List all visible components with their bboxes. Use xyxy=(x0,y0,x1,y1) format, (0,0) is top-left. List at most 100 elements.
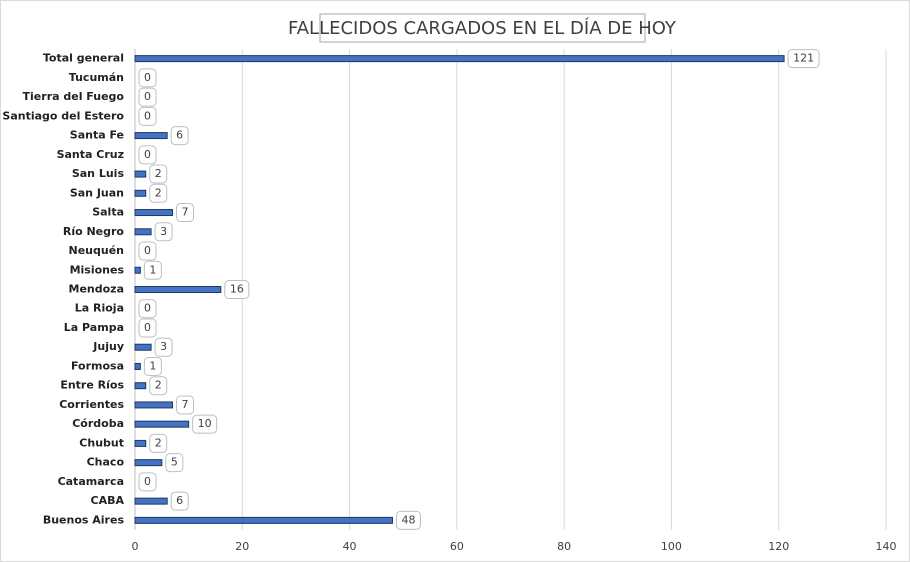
data-label-box xyxy=(143,356,162,376)
data-label-box xyxy=(154,222,173,242)
bar xyxy=(134,362,141,370)
y-tick-label: La Rioja xyxy=(75,302,124,315)
data-label-box xyxy=(149,433,168,453)
bar xyxy=(134,266,141,274)
data-label-text: 6 xyxy=(176,129,183,142)
data-label: 3 xyxy=(154,337,173,357)
data-label-text: 7 xyxy=(182,206,189,219)
data-label: 2 xyxy=(149,183,168,203)
x-tick-label: 100 xyxy=(661,540,682,553)
data-label-box xyxy=(149,183,168,203)
y-tick-label: Formosa xyxy=(71,359,124,372)
bar xyxy=(134,228,152,236)
data-label-text: 0 xyxy=(144,109,151,122)
data-label-text: 16 xyxy=(230,283,244,296)
y-tick-label: Chaco xyxy=(87,456,125,469)
bar xyxy=(134,55,785,63)
data-label: 1 xyxy=(143,356,162,376)
data-label-box xyxy=(138,145,157,165)
data-label: 16 xyxy=(224,280,250,299)
data-label: 7 xyxy=(176,395,195,415)
y-tick-label: La Pampa xyxy=(64,321,124,334)
data-label-text: 48 xyxy=(401,513,415,526)
x-tick-label: 140 xyxy=(876,540,897,553)
chart-title: FALLECIDOS CARGADOS EN EL DÍA DE HOY xyxy=(288,17,677,39)
y-tick-label: Catamarca xyxy=(58,475,124,488)
title-box xyxy=(319,13,646,43)
bar xyxy=(134,420,190,428)
data-label-box xyxy=(143,260,162,280)
data-label-text: 2 xyxy=(155,379,162,392)
data-label: 6 xyxy=(170,491,189,511)
x-tick-label: 20 xyxy=(235,540,249,553)
y-tick-label: San Juan xyxy=(70,186,124,199)
y-tick-label: Neuquén xyxy=(69,244,125,257)
data-label-box xyxy=(138,106,157,126)
data-label-text: 10 xyxy=(198,417,212,430)
x-tick-label: 80 xyxy=(557,540,571,553)
data-label-box xyxy=(170,491,189,511)
y-tick-label: Córdoba xyxy=(72,417,124,430)
data-label-text: 2 xyxy=(155,436,162,449)
data-label: 3 xyxy=(154,222,173,242)
data-label-text: 0 xyxy=(144,302,151,315)
bar xyxy=(134,209,174,217)
data-label-text: 0 xyxy=(144,148,151,161)
data-label: 7 xyxy=(176,203,195,223)
bar xyxy=(134,343,152,351)
data-label-text: 0 xyxy=(144,71,151,84)
data-label: 0 xyxy=(138,318,157,338)
data-label-box xyxy=(138,87,157,107)
data-label-box xyxy=(154,337,173,357)
y-tick-label: Salta xyxy=(92,206,124,219)
bar xyxy=(134,497,168,505)
data-label-text: 2 xyxy=(155,186,162,199)
data-label: 48 xyxy=(395,510,421,530)
bar xyxy=(134,189,147,197)
data-label-box xyxy=(138,318,157,338)
data-label-box xyxy=(170,126,189,146)
bar xyxy=(134,286,222,293)
data-label: 1 xyxy=(143,260,162,280)
x-tick-label: 0 xyxy=(132,540,139,553)
bar xyxy=(134,439,147,447)
data-label: 0 xyxy=(138,299,157,319)
data-label: 5 xyxy=(165,453,184,473)
data-label-text: 121 xyxy=(793,52,814,65)
y-tick-label: Santiago del Estero xyxy=(2,109,124,122)
data-label-box xyxy=(138,68,157,88)
y-tick-label: Mendoza xyxy=(69,283,125,296)
y-tick-label: Entre Ríos xyxy=(60,379,124,392)
y-tick-label: Buenos Aires xyxy=(43,513,125,526)
data-label-text: 0 xyxy=(144,244,151,257)
data-label: 0 xyxy=(138,87,157,107)
data-label-box xyxy=(395,510,421,530)
data-label-text: 7 xyxy=(182,398,189,411)
bar xyxy=(134,459,163,467)
data-label-text: 0 xyxy=(144,90,151,103)
data-label-text: 2 xyxy=(155,167,162,180)
data-label-box xyxy=(165,453,184,473)
data-label-box xyxy=(138,472,157,492)
data-label: 2 xyxy=(149,164,168,184)
bar xyxy=(134,170,147,178)
data-label: 0 xyxy=(138,106,157,126)
data-label-text: 0 xyxy=(144,475,151,488)
data-label: 0 xyxy=(138,68,157,88)
x-tick-label: 40 xyxy=(343,540,357,553)
y-tick-label: Tucumán xyxy=(69,71,124,84)
y-tick-label: Santa Cruz xyxy=(57,148,124,161)
data-label: 10 xyxy=(192,414,218,434)
data-label: 2 xyxy=(149,433,168,453)
data-label-box xyxy=(176,203,195,223)
y-tick-label: San Luis xyxy=(72,167,125,180)
data-label-text: 5 xyxy=(171,456,178,469)
data-label-text: 1 xyxy=(149,263,156,276)
data-label-text: 1 xyxy=(149,359,156,372)
data-label-text: 0 xyxy=(144,321,151,334)
bar xyxy=(134,401,174,409)
y-tick-label: Santa Fe xyxy=(70,129,124,142)
y-tick-label: Chubut xyxy=(79,436,124,449)
